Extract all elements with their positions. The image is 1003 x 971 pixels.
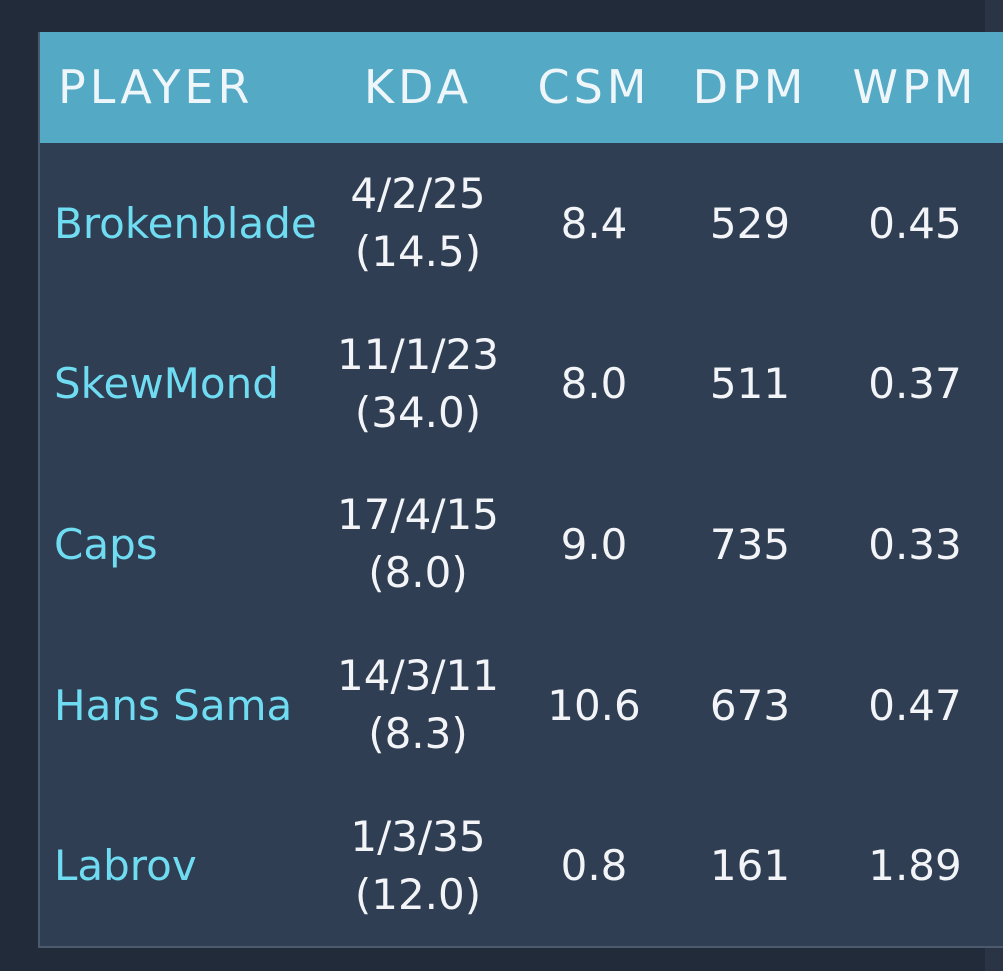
- wpm-value: 0.33: [868, 519, 962, 569]
- kda-cell: 1/3/35 (12.0): [340, 785, 496, 946]
- header-kda[interactable]: KDA: [363, 60, 473, 114]
- kda-ratio: (8.0): [368, 548, 468, 598]
- wpm-value: 0.37: [868, 359, 962, 409]
- player-name[interactable]: Caps: [54, 519, 158, 569]
- player-name[interactable]: SkewMond: [54, 359, 279, 409]
- table-row: Caps 17/4/15 (8.0) 9.0 735 0.33: [40, 464, 1003, 625]
- kda-ratio: (34.0): [354, 387, 482, 437]
- player-stats-table: PLAYER KDA CSM DPM WPM Brokenblade 4/2/2…: [38, 32, 1003, 948]
- dpm-value: 735: [709, 519, 791, 569]
- table-row: Labrov 1/3/35 (12.0) 0.8 161 1.89: [40, 785, 1003, 946]
- wpm-value: 0.45: [868, 198, 962, 248]
- kda-value: 1/3/35: [350, 811, 486, 861]
- kda-ratio: (14.5): [354, 227, 482, 277]
- table-row: SkewMond 11/1/23 (34.0) 8.0 511 0.37: [40, 304, 1003, 465]
- header-csm[interactable]: CSM: [537, 60, 651, 114]
- kda-cell: 11/1/23 (34.0): [337, 304, 499, 465]
- header-player[interactable]: PLAYER: [58, 60, 254, 114]
- player-name[interactable]: Hans Sama: [54, 680, 293, 730]
- csm-value: 8.0: [560, 359, 628, 409]
- kda-ratio: (12.0): [354, 869, 482, 919]
- dpm-value: 673: [709, 680, 791, 730]
- wpm-value: 0.47: [868, 680, 962, 730]
- kda-cell: 14/3/11 (8.3): [337, 625, 499, 786]
- header-dpm[interactable]: DPM: [692, 60, 808, 114]
- csm-value: 10.6: [547, 680, 641, 730]
- dpm-value: 161: [709, 841, 791, 891]
- csm-value: 8.4: [560, 198, 628, 248]
- kda-cell: 4/2/25 (14.5): [340, 143, 496, 304]
- kda-value: 11/1/23: [337, 329, 499, 379]
- header-wpm[interactable]: WPM: [852, 60, 978, 114]
- player-name[interactable]: Labrov: [54, 841, 197, 891]
- kda-ratio: (8.3): [368, 709, 468, 759]
- csm-value: 9.0: [560, 519, 628, 569]
- csm-value: 0.8: [560, 841, 628, 891]
- player-name[interactable]: Brokenblade: [54, 198, 317, 248]
- kda-value: 17/4/15: [337, 490, 499, 540]
- kda-value: 14/3/11: [337, 651, 499, 701]
- table-row: Brokenblade 4/2/25 (14.5) 8.4 529 0.45: [40, 143, 1003, 304]
- table-header: PLAYER KDA CSM DPM WPM: [40, 32, 1003, 143]
- table-row: Hans Sama 14/3/11 (8.3) 10.6 673 0.47: [40, 625, 1003, 786]
- table-body: Brokenblade 4/2/25 (14.5) 8.4 529 0.45 S…: [40, 143, 1003, 946]
- dpm-value: 529: [709, 198, 791, 248]
- wpm-value: 1.89: [868, 841, 962, 891]
- dpm-value: 511: [709, 359, 791, 409]
- kda-value: 4/2/25: [350, 169, 486, 219]
- kda-cell: 17/4/15 (8.0): [337, 464, 499, 625]
